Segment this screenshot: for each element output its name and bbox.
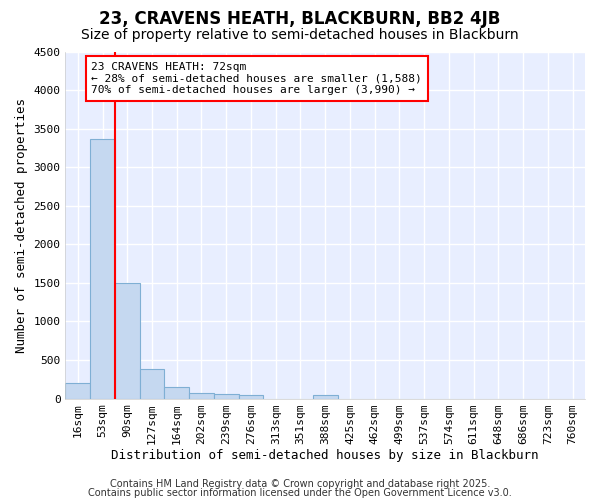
Bar — [239, 396, 263, 398]
Bar — [65, 383, 90, 398]
Text: Size of property relative to semi-detached houses in Blackburn: Size of property relative to semi-detach… — [81, 28, 519, 42]
Text: Contains HM Land Registry data © Crown copyright and database right 2025.: Contains HM Land Registry data © Crown c… — [110, 479, 490, 489]
Bar — [189, 393, 214, 398]
Bar — [214, 394, 239, 398]
Y-axis label: Number of semi-detached properties: Number of semi-detached properties — [15, 98, 28, 352]
X-axis label: Distribution of semi-detached houses by size in Blackburn: Distribution of semi-detached houses by … — [112, 450, 539, 462]
Text: 23 CRAVENS HEATH: 72sqm
← 28% of semi-detached houses are smaller (1,588)
70% of: 23 CRAVENS HEATH: 72sqm ← 28% of semi-de… — [91, 62, 422, 95]
Bar — [313, 394, 338, 398]
Bar — [140, 370, 164, 398]
Bar — [115, 283, 140, 399]
Bar — [164, 387, 189, 398]
Text: Contains public sector information licensed under the Open Government Licence v3: Contains public sector information licen… — [88, 488, 512, 498]
Text: 23, CRAVENS HEATH, BLACKBURN, BB2 4JB: 23, CRAVENS HEATH, BLACKBURN, BB2 4JB — [100, 10, 500, 28]
Bar — [90, 140, 115, 398]
